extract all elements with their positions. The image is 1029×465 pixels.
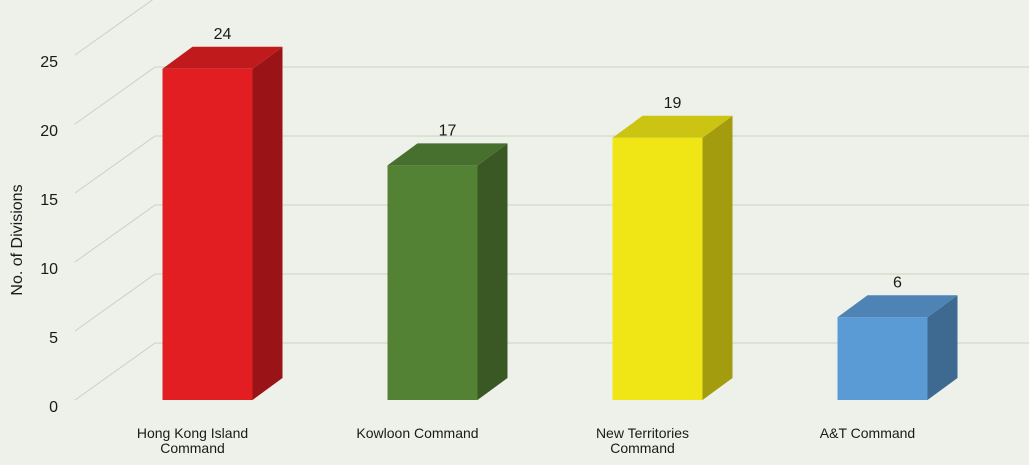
- y-tick-label: 25: [40, 54, 58, 71]
- y-tick-label: 15: [40, 192, 58, 209]
- bar: [612, 115, 733, 401]
- bar-front: [837, 317, 928, 400]
- y-axis-title: No. of Divisions: [9, 184, 26, 295]
- bar-top: [612, 115, 733, 138]
- bar-side: [702, 115, 733, 401]
- bar-side: [477, 143, 508, 400]
- bar-front: [612, 137, 703, 401]
- bar: [162, 46, 283, 401]
- x-tick-label: New Territories Command: [595, 425, 690, 456]
- bar-top: [162, 46, 283, 69]
- y-tick-label: 20: [40, 123, 58, 140]
- x-tick-label: Kowloon Command: [356, 425, 479, 441]
- y-tick-label: 5: [49, 330, 58, 347]
- grid-line: [74, 135, 1029, 194]
- data-label: 6: [893, 274, 902, 291]
- x-tick-label: Hong Kong Island Command: [136, 425, 249, 456]
- grid-line: [74, 204, 1029, 263]
- grid-line: [74, 0, 154, 56]
- bar-side: [927, 295, 958, 400]
- bar-top: [837, 295, 958, 318]
- bar-top: [387, 143, 508, 166]
- bar: [837, 295, 958, 400]
- data-label: 24: [214, 26, 232, 43]
- bar-side: [252, 46, 283, 401]
- y-tick-label: 10: [40, 261, 58, 278]
- grid-line: [74, 66, 1029, 125]
- bar-front: [162, 68, 253, 401]
- y-tick-label: 0: [49, 399, 58, 416]
- grid-line: [74, 273, 1029, 332]
- data-label: 17: [439, 123, 457, 140]
- bar-front: [387, 165, 478, 400]
- data-label: 19: [664, 95, 682, 112]
- bar: [387, 143, 508, 400]
- grid-line: [74, 342, 1029, 401]
- x-tick-label: A&T Command: [819, 425, 916, 441]
